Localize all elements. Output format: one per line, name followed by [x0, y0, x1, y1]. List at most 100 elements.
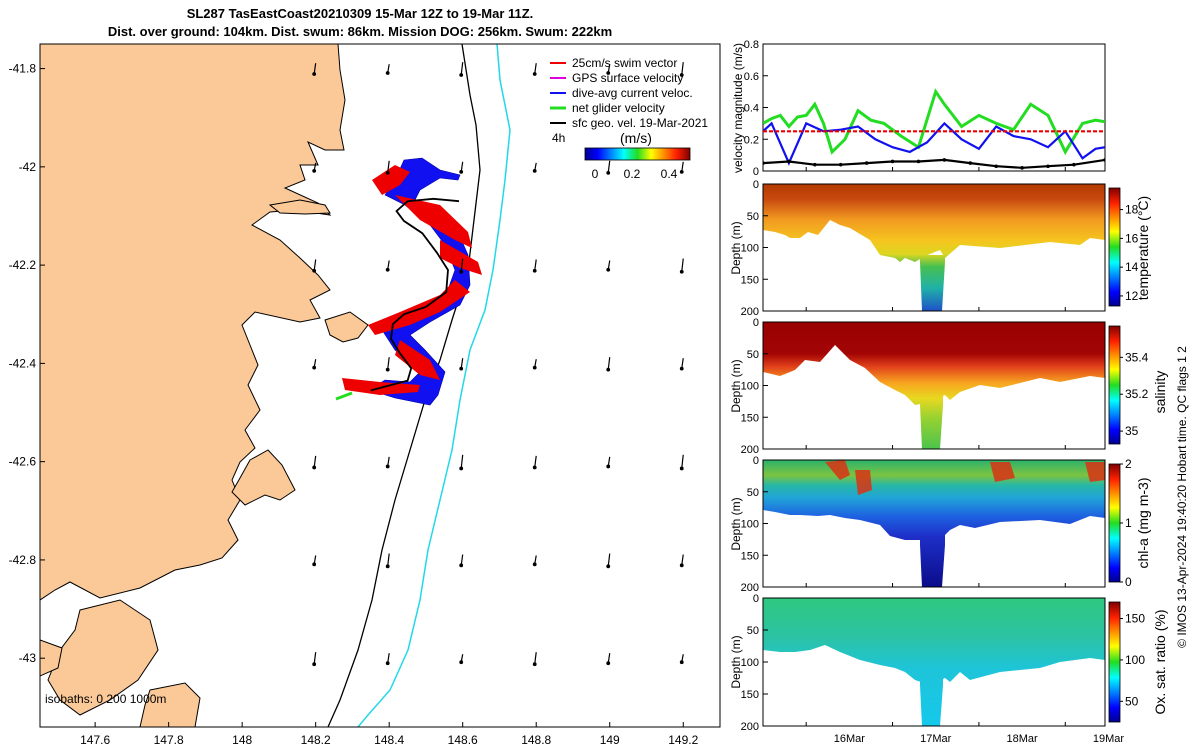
oxygen-y-axis: 0 50 100 150 200	[741, 593, 768, 733]
geo-velocity-arrow-head	[679, 660, 684, 665]
map-colorbar-label: (m/s)	[620, 130, 652, 146]
colorbar-tick-label: 35.4	[1125, 350, 1149, 364]
map-xtick-label: 148.8	[521, 733, 551, 747]
velocity-geo-point	[994, 164, 998, 169]
colorbar-tick-label: 2	[1125, 457, 1132, 471]
legend-current-label: dive-avg current veloc.	[572, 86, 693, 100]
depth-tick-label: 150	[741, 412, 759, 424]
geo-velocity-arrow-head	[385, 367, 390, 372]
map-xtick-label: 147.6	[80, 733, 110, 747]
geo-velocity-arrow	[607, 357, 611, 370]
map-panel: 147.6 147.8 148 148.2 148.4 148.6 148.8 149 149.…	[9, 43, 721, 747]
velocity-geo-point	[916, 159, 921, 164]
geo-velocity-arrow	[387, 160, 390, 173]
geo-velocity-arrow-head	[532, 72, 537, 76]
swim-vector-cluster-middle	[440, 240, 482, 275]
depth-tick-label: 100	[741, 243, 759, 255]
velocity-y-axis: 0 0.2 0.4 0.6 0.8	[744, 39, 768, 178]
date-x-axis: 16Mar 17Mar 18Mar 19Mar	[805, 167, 1124, 745]
colorbar-tick-label: 12	[1125, 289, 1139, 303]
geo-velocity-arrow	[313, 455, 317, 468]
geo-velocity-arrow-head	[679, 269, 684, 274]
geo-velocity-arrow	[313, 652, 317, 665]
salinity-colorbar-label: salinity	[1152, 371, 1168, 414]
velocity-ytick-label: 0.6	[744, 71, 759, 83]
depth-tick-label: 0	[753, 455, 759, 467]
net-velocity-arrow	[335, 391, 353, 401]
freycinet-land	[268, 199, 331, 215]
velocity-geo-point	[1103, 158, 1105, 162]
geo-velocity-arrow-head	[385, 170, 390, 175]
map-x-axis: 147.6 147.8 148 148.2 148.4 148.6 148.8 149 149.…	[80, 722, 699, 747]
geo-velocity-arrow-head	[532, 365, 537, 370]
geo-velocity-arrow	[534, 455, 537, 468]
maria-island-land	[324, 311, 369, 343]
depth-tick-label: 150	[741, 689, 759, 701]
depth-tick-label: 50	[747, 349, 759, 361]
map-colorbar-tick-0: 0	[592, 167, 599, 181]
depth-tick-label: 200	[741, 721, 759, 733]
velocity-geo-point	[1046, 164, 1050, 169]
salinity-section	[763, 322, 1105, 449]
geo-velocity-arrow-head	[459, 366, 464, 371]
geo-velocity-arrow-head	[459, 660, 464, 665]
geo-velocity-arrow-head	[679, 169, 684, 174]
geo-velocity-arrow	[460, 258, 464, 272]
geo-velocity-arrow-head	[312, 562, 317, 567]
velocity-ytick-label: 0.4	[744, 103, 759, 115]
colorbar-tick-label: 100	[1125, 653, 1145, 667]
oxygen-colorbar-label: Ox. sat. ratio (%)	[1152, 609, 1168, 714]
date-tick-label: 17Mar	[920, 733, 952, 745]
colorbar-tick-label: 150	[1125, 612, 1145, 626]
temperature-section	[763, 184, 1105, 311]
geo-velocity-arrow-head	[606, 170, 611, 175]
depth-tick-label: 100	[741, 381, 759, 393]
velocity-ytick-label: 0.8	[744, 39, 759, 51]
geo-velocity-arrow	[460, 454, 464, 469]
geo-velocity-arrow	[460, 62, 464, 76]
velocity-geo-point	[838, 162, 843, 167]
geo-velocity-arrow-head	[459, 466, 464, 471]
geo-velocity-arrow-head	[606, 367, 611, 372]
legend-time-label: 4h	[552, 131, 565, 145]
velocity-geo-point	[1020, 166, 1024, 170]
geo-velocity-arrow-head	[606, 267, 611, 272]
geo-velocity-arrow	[681, 258, 684, 272]
colorbar-tick-label: 35	[1125, 424, 1139, 438]
geo-velocity-arrow-head	[532, 662, 537, 667]
map-xtick-label: 147.8	[154, 733, 184, 747]
velocity-geo-point	[813, 162, 817, 167]
chlorophyll-colorbar	[1108, 463, 1121, 583]
velocity-geo-point	[763, 161, 765, 165]
geo-velocity-arrow-head	[679, 366, 684, 371]
oxygen-colorbar-ticks: 50 100 150	[1120, 612, 1145, 708]
geo-velocity-arrow-head	[459, 73, 464, 77]
salinity-y-axis: 0 50 100 150 200	[741, 317, 768, 456]
forestier-land	[47, 599, 159, 716]
chlorophyll-y-axis: 0 50 100 150 200	[741, 455, 768, 594]
map-ytick-label: -41.8	[9, 62, 37, 76]
temperature-ylabel: Depth (m)	[729, 221, 743, 274]
date-tick-label: 18Mar	[1006, 733, 1038, 745]
geo-velocity-arrow-head	[679, 73, 684, 77]
colorbar-tick-label: 14	[1125, 260, 1139, 274]
map-colorbar	[584, 147, 691, 161]
geo-velocity-arrow-head	[312, 268, 317, 273]
swim-vector-cluster-north	[372, 165, 410, 195]
map-ytick-label: -42.6	[9, 455, 37, 469]
geo-velocity-arrow-head	[679, 466, 684, 471]
depth-tick-label: 200	[741, 582, 759, 594]
map-ytick-label: -42.2	[9, 258, 37, 272]
depth-tick-label: 150	[741, 274, 759, 286]
legend-gps-label: GPS surface velocity	[572, 71, 683, 85]
chlorophyll-ylabel: Depth (m)	[729, 497, 743, 550]
velocity-geo-point	[890, 159, 895, 164]
figure-title-line2: Dist. over ground: 104km. Dist. swum: 86…	[107, 24, 613, 39]
isobaths-label: isobaths: 0 200 1000m	[45, 692, 166, 706]
swim-vector-cluster-upper	[395, 195, 472, 248]
salinity-panel: 0 50 100 150 200 35 35.2 35.4 salinity Depth (…	[729, 317, 1168, 456]
velocity-ytick-label: 0.2	[744, 134, 759, 146]
velocity-panel: 0 0.2 0.4 0.6 0.8 velocity magnitude (m/s)	[731, 39, 1106, 178]
map-ytick-label: -42.8	[9, 553, 37, 567]
